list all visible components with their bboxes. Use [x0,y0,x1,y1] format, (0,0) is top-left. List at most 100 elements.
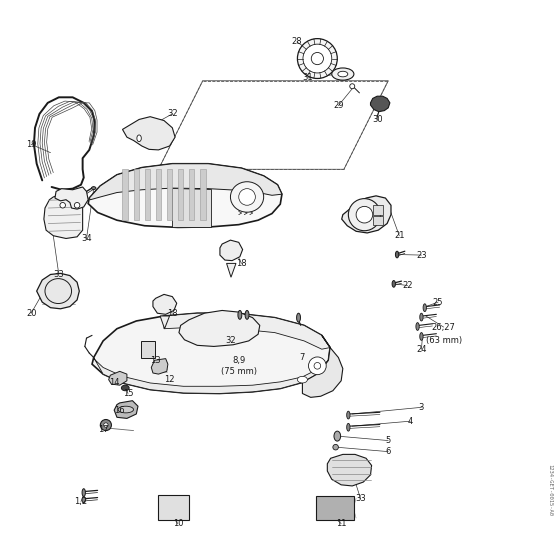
Ellipse shape [347,411,350,419]
Ellipse shape [356,207,373,223]
Text: 1234-GET-0015-A0: 1234-GET-0015-A0 [547,464,552,516]
Polygon shape [200,169,205,220]
Text: 6: 6 [386,447,391,456]
Ellipse shape [118,406,134,413]
Ellipse shape [137,135,142,142]
Ellipse shape [297,39,337,78]
Text: 18: 18 [236,259,247,268]
Text: 25: 25 [433,298,443,307]
Ellipse shape [296,313,300,322]
Ellipse shape [314,362,321,369]
Polygon shape [342,196,391,233]
Ellipse shape [333,445,339,450]
Ellipse shape [392,281,395,287]
Ellipse shape [297,376,307,383]
Polygon shape [44,193,83,239]
Ellipse shape [122,385,129,391]
Text: 32: 32 [167,109,178,118]
FancyBboxPatch shape [142,342,155,358]
Text: 29: 29 [333,101,344,110]
Polygon shape [373,206,383,214]
Ellipse shape [334,431,341,441]
Ellipse shape [332,68,354,80]
FancyBboxPatch shape [316,497,355,520]
Polygon shape [114,401,138,418]
Polygon shape [327,454,372,486]
Polygon shape [160,316,169,329]
Text: (63 mm): (63 mm) [426,337,462,346]
Polygon shape [371,96,390,111]
Ellipse shape [104,423,108,427]
Text: 16: 16 [114,405,125,414]
Text: 13: 13 [150,356,161,365]
Polygon shape [167,169,172,220]
Text: 20: 20 [26,309,37,318]
Text: 24: 24 [416,345,427,354]
FancyBboxPatch shape [158,496,189,520]
Text: 32: 32 [225,337,236,346]
Polygon shape [153,295,176,314]
Polygon shape [37,273,79,309]
Ellipse shape [395,251,398,258]
Polygon shape [55,187,88,209]
Polygon shape [92,313,330,394]
Text: 18: 18 [167,309,178,318]
Ellipse shape [60,203,65,208]
Text: 1,2: 1,2 [74,497,88,506]
Text: 4: 4 [408,417,413,426]
Ellipse shape [82,497,85,503]
Text: 22: 22 [402,281,413,290]
Polygon shape [164,313,330,349]
Text: 15: 15 [123,389,133,398]
Polygon shape [109,371,127,385]
Polygon shape [172,188,211,227]
Ellipse shape [303,44,332,73]
Text: 3: 3 [419,403,424,412]
Ellipse shape [350,84,355,88]
Ellipse shape [420,313,423,321]
Text: 19: 19 [26,140,37,149]
Polygon shape [94,357,329,394]
Text: (75 mm): (75 mm) [221,367,257,376]
Text: 33: 33 [355,494,366,503]
Polygon shape [178,169,183,220]
Text: 8,9: 8,9 [232,356,245,365]
Text: 10: 10 [173,519,183,528]
Ellipse shape [349,199,381,231]
Text: 14: 14 [109,378,119,387]
Ellipse shape [82,489,85,497]
Polygon shape [145,169,150,220]
Ellipse shape [416,323,419,330]
Polygon shape [156,169,162,220]
Polygon shape [179,310,260,347]
Polygon shape [373,216,383,225]
Text: 28: 28 [291,38,302,46]
Polygon shape [123,116,175,150]
Ellipse shape [347,423,350,431]
Polygon shape [89,164,282,200]
Text: 11: 11 [336,519,346,528]
Polygon shape [152,358,168,374]
Ellipse shape [100,419,112,431]
Text: 12: 12 [164,375,175,384]
Text: 26,27: 26,27 [432,323,456,332]
Ellipse shape [45,279,72,304]
Text: 7: 7 [300,353,305,362]
Polygon shape [123,169,128,220]
Polygon shape [189,169,194,220]
Polygon shape [134,169,139,220]
Text: 34: 34 [81,234,92,243]
Ellipse shape [311,53,324,64]
Ellipse shape [230,182,264,212]
Ellipse shape [239,189,255,206]
Ellipse shape [338,71,348,77]
Ellipse shape [74,203,80,208]
Polygon shape [88,164,282,227]
Text: 33: 33 [53,270,64,279]
Ellipse shape [238,310,242,319]
Text: 21: 21 [394,231,405,240]
Ellipse shape [309,357,326,375]
Ellipse shape [420,333,423,340]
Text: 31: 31 [302,73,313,82]
Polygon shape [302,335,343,398]
